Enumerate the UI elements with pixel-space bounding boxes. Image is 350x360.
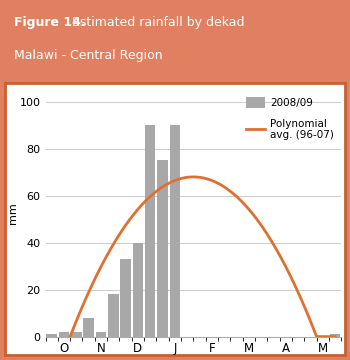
Bar xyxy=(120,259,131,337)
Bar xyxy=(83,318,94,337)
Text: Malawi - Central Region: Malawi - Central Region xyxy=(14,49,163,62)
Bar xyxy=(330,334,340,337)
Bar xyxy=(133,243,143,337)
Text: Figure 14.: Figure 14. xyxy=(14,16,86,29)
Bar xyxy=(145,125,155,337)
Bar xyxy=(108,294,119,337)
Bar xyxy=(170,125,180,337)
Bar xyxy=(71,332,82,337)
Legend: 2008/09, Polynomial
avg. (96-07): 2008/09, Polynomial avg. (96-07) xyxy=(244,95,336,142)
Bar xyxy=(59,332,69,337)
Bar xyxy=(96,332,106,337)
Bar xyxy=(158,161,168,337)
Bar xyxy=(47,334,57,337)
Y-axis label: mm: mm xyxy=(8,202,18,224)
Text: Estimated rainfall by dekad: Estimated rainfall by dekad xyxy=(68,16,245,29)
